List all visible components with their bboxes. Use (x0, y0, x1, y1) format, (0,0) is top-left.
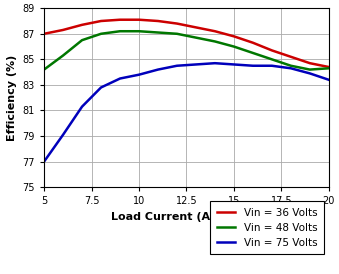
Line: Vin = 75 Volts: Vin = 75 Volts (44, 63, 329, 162)
Vin = 48 Volts (194, 36, 198, 39)
Vin = 75 Volts (118, 77, 122, 80)
Vin = 48 Volts (251, 51, 255, 55)
Vin = 48 Volts (80, 39, 84, 42)
Vin = 75 Volts (61, 133, 65, 136)
Vin = 36 Volts (194, 26, 198, 29)
Vin = 75 Volts (327, 78, 331, 81)
Vin = 36 Volts (308, 62, 312, 65)
Vin = 48 Volts (42, 68, 46, 71)
Vin = 48 Volts (289, 64, 293, 67)
Line: Vin = 36 Volts: Vin = 36 Volts (44, 20, 329, 67)
Vin = 36 Volts (175, 22, 179, 25)
Vin = 48 Volts (270, 58, 274, 61)
Vin = 75 Volts (80, 105, 84, 108)
Vin = 75 Volts (99, 86, 103, 89)
Vin = 36 Volts (289, 55, 293, 58)
Vin = 36 Volts (251, 41, 255, 44)
Vin = 75 Volts (137, 73, 141, 76)
Vin = 36 Volts (156, 19, 160, 23)
Vin = 36 Volts (80, 23, 84, 27)
Vin = 48 Volts (61, 54, 65, 57)
Vin = 36 Volts (118, 18, 122, 21)
Line: Vin = 48 Volts: Vin = 48 Volts (44, 31, 329, 70)
Vin = 48 Volts (327, 67, 331, 70)
Vin = 48 Volts (99, 32, 103, 35)
Vin = 36 Volts (213, 30, 217, 33)
Vin = 75 Volts (251, 64, 255, 67)
Vin = 75 Volts (308, 72, 312, 75)
Vin = 36 Volts (232, 35, 236, 38)
Vin = 75 Volts (175, 64, 179, 67)
Vin = 75 Volts (232, 63, 236, 66)
Vin = 75 Volts (289, 67, 293, 70)
Vin = 75 Volts (213, 62, 217, 65)
Vin = 48 Volts (137, 30, 141, 33)
Vin = 75 Volts (42, 160, 46, 163)
Vin = 36 Volts (42, 32, 46, 35)
Vin = 36 Volts (137, 18, 141, 21)
X-axis label: Load Current (Amperes): Load Current (Amperes) (111, 212, 262, 222)
Vin = 36 Volts (99, 19, 103, 23)
Vin = 48 Volts (118, 30, 122, 33)
Vin = 48 Volts (175, 32, 179, 35)
Vin = 75 Volts (194, 63, 198, 66)
Vin = 75 Volts (270, 64, 274, 67)
Legend: Vin = 36 Volts, Vin = 48 Volts, Vin = 75 Volts: Vin = 36 Volts, Vin = 48 Volts, Vin = 75… (211, 201, 324, 254)
Y-axis label: Efficiency (%): Efficiency (%) (7, 55, 17, 141)
Vin = 48 Volts (308, 68, 312, 71)
Vin = 36 Volts (270, 49, 274, 52)
Vin = 48 Volts (232, 45, 236, 48)
Vin = 48 Volts (213, 40, 217, 43)
Vin = 36 Volts (327, 65, 331, 69)
Vin = 48 Volts (156, 31, 160, 34)
Vin = 75 Volts (156, 68, 160, 71)
Vin = 36 Volts (61, 28, 65, 32)
